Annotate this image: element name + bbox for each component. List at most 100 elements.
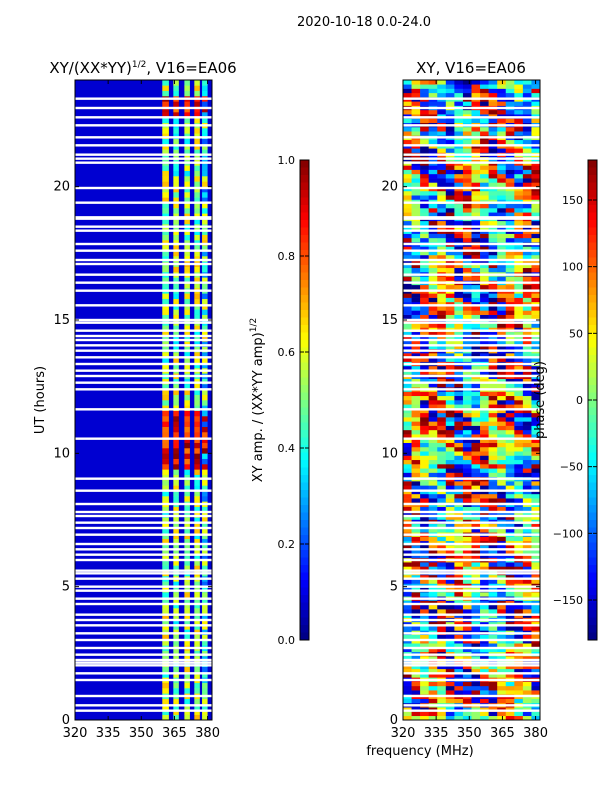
phase-cell xyxy=(445,549,455,554)
phase-cell xyxy=(420,446,429,452)
phase-cell xyxy=(471,340,481,345)
amp-cell xyxy=(162,117,169,123)
colorbar-segment xyxy=(300,205,309,213)
colorbar-segment xyxy=(588,610,597,618)
phase-cell xyxy=(403,690,412,695)
phase-cell xyxy=(488,626,498,631)
amp-cell xyxy=(162,410,169,417)
phase-cell xyxy=(403,698,412,704)
amp-cell xyxy=(173,362,179,369)
colorbar-segment xyxy=(300,415,309,423)
amp-cell xyxy=(173,528,179,534)
phase-cell xyxy=(497,182,507,187)
flagged-row xyxy=(403,632,540,635)
phase-cell xyxy=(454,468,464,473)
phase-colorbar-label: phase (deg) xyxy=(533,361,548,439)
phase-cell xyxy=(445,220,455,226)
phase-cell xyxy=(471,592,481,597)
phase-cell xyxy=(437,195,447,200)
amp-cell xyxy=(194,469,200,475)
colorbar-segment xyxy=(300,505,309,513)
phase-cell xyxy=(454,233,464,239)
colorbar-tick-label: 0.4 xyxy=(278,442,296,455)
phase-cell xyxy=(437,417,447,422)
phase-cell xyxy=(514,84,524,89)
phase-cell xyxy=(411,365,421,371)
phase-cell xyxy=(488,195,498,200)
phase-cell xyxy=(462,395,472,401)
flagged-row xyxy=(403,514,540,518)
flagged-row xyxy=(403,369,540,372)
amp-cell xyxy=(173,106,179,113)
phase-cell xyxy=(428,378,438,384)
phase-cell xyxy=(462,250,472,256)
phase-cell xyxy=(514,523,524,529)
phase-cell xyxy=(497,208,507,213)
phase-cell xyxy=(403,80,412,85)
phase-cell xyxy=(522,267,532,273)
phase-cell xyxy=(480,673,489,678)
phase-cell xyxy=(454,647,464,653)
amp-cell xyxy=(162,293,169,299)
phase-cell xyxy=(514,647,524,653)
phase-cell xyxy=(505,664,515,670)
amp-cell xyxy=(162,624,169,630)
phase-cell xyxy=(437,165,447,170)
phase-cell xyxy=(497,562,507,567)
y-tick-label: 20 xyxy=(53,180,70,195)
amp-cell xyxy=(162,672,169,678)
phase-cell xyxy=(454,92,464,98)
phase-cell xyxy=(471,267,481,273)
amp-cell xyxy=(173,309,179,315)
phase-cell xyxy=(445,318,455,324)
colorbar-tick-label: 0.2 xyxy=(278,538,296,551)
phase-cell xyxy=(428,131,438,136)
phase-cell xyxy=(420,365,429,371)
phase-cell xyxy=(522,395,532,401)
phase-cell xyxy=(411,353,421,358)
phase-cell xyxy=(522,212,532,217)
colorbar-tick-label: 150 xyxy=(562,194,583,207)
phase-cell xyxy=(497,370,507,375)
amp-cell xyxy=(162,528,169,534)
amp-cell xyxy=(162,266,169,273)
phase-cell xyxy=(462,318,472,324)
phase-cell xyxy=(488,579,498,584)
phase-cell xyxy=(471,506,481,512)
colorbar-segment xyxy=(588,287,597,296)
amp-cell xyxy=(194,202,200,209)
phase-cell xyxy=(522,681,532,687)
phase-cell xyxy=(437,254,447,260)
phase-cell xyxy=(514,481,524,486)
phase-cell xyxy=(505,314,515,320)
amp-cell xyxy=(184,469,190,475)
phase-cell xyxy=(437,673,447,678)
amp-cell xyxy=(173,357,179,363)
phase-cell xyxy=(480,293,489,298)
amp-cell xyxy=(184,330,190,337)
phase-cell xyxy=(403,378,412,384)
phase-cell xyxy=(488,139,498,145)
phase-cell xyxy=(471,314,481,320)
y-tick-label: 20 xyxy=(381,180,398,195)
phase-cell xyxy=(531,412,541,418)
phase-cell xyxy=(471,203,481,209)
colorbar-segment xyxy=(588,362,597,371)
phase-cell xyxy=(514,203,524,209)
phase-cell xyxy=(480,353,489,358)
phase-cell xyxy=(514,446,524,452)
phase-cell xyxy=(471,88,481,94)
phase-cell xyxy=(411,382,421,388)
phase-cell xyxy=(428,118,438,123)
phase-cell xyxy=(488,489,498,495)
flagged-row xyxy=(403,318,540,322)
amp-cell xyxy=(162,400,169,406)
phase-cell xyxy=(480,88,489,94)
phase-cell xyxy=(480,259,489,264)
phase-cell xyxy=(411,395,421,401)
phase-cell xyxy=(497,685,507,691)
amp-cell xyxy=(162,608,169,614)
phase-cell xyxy=(437,421,447,426)
phase-cell xyxy=(497,357,507,362)
phase-cell xyxy=(437,553,447,559)
